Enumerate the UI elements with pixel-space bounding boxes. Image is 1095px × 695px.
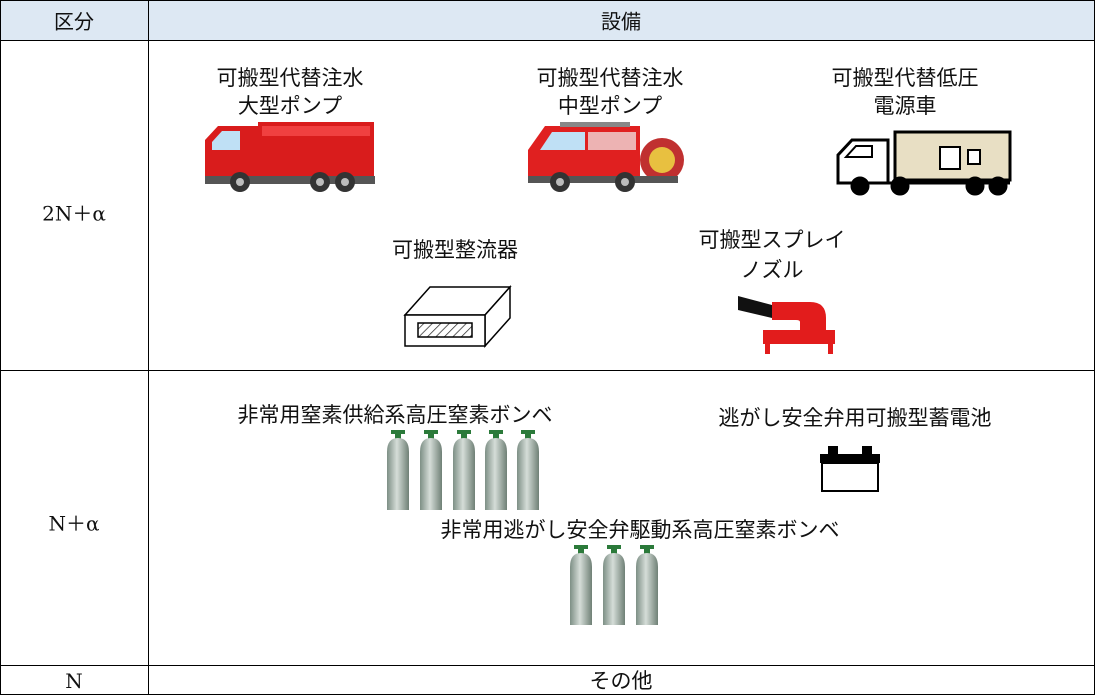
- cylinder: [517, 430, 539, 510]
- header-cell: [148, 0, 1095, 41]
- item-label: 非常用窒素供給系高圧窒素ボンベ: [237, 403, 553, 427]
- item-label: 非常用逃がし安全弁駆動系高圧窒素ボンベ: [440, 518, 840, 542]
- cylinder: [387, 430, 409, 510]
- cylinder: [603, 545, 625, 625]
- power-supply-truck: [836, 130, 1012, 196]
- battery: [820, 446, 880, 492]
- item-label: その他: [589, 669, 653, 693]
- rectifier: [403, 285, 512, 348]
- item-label: 可搬型整流器: [392, 238, 518, 262]
- spray-nozzle: [738, 296, 835, 354]
- nitrogen-cylinders: [570, 545, 658, 625]
- item-label: 可搬型代替低圧: [831, 66, 979, 90]
- item-label: 大型ポンプ: [237, 94, 343, 118]
- medium-pump-truck: [528, 122, 684, 192]
- header-label: 区分: [54, 9, 94, 34]
- category-label: N＋α: [48, 511, 100, 536]
- item-label: 可搬型スプレイ: [698, 228, 846, 252]
- nitrogen-cylinders: [387, 430, 539, 510]
- header-label: 設備: [601, 9, 641, 34]
- item-label: 電源車: [873, 94, 937, 118]
- header-cell: [0, 0, 149, 41]
- item-label: 逃がし安全弁用可搬型蓄電池: [718, 406, 992, 430]
- large-pump-truck: [205, 122, 375, 192]
- cylinder: [636, 545, 658, 625]
- cylinder: [485, 430, 507, 510]
- item-label: 可搬型代替注水: [536, 66, 684, 90]
- category-label: 2N＋α: [42, 201, 106, 226]
- cylinder: [570, 545, 592, 625]
- cylinder: [420, 430, 442, 510]
- item-label: 可搬型代替注水: [216, 66, 364, 90]
- item-label: 中型ポンプ: [557, 94, 663, 118]
- category-label: N: [65, 669, 83, 693]
- cylinder: [453, 430, 475, 510]
- item-label: ノズル: [740, 258, 804, 282]
